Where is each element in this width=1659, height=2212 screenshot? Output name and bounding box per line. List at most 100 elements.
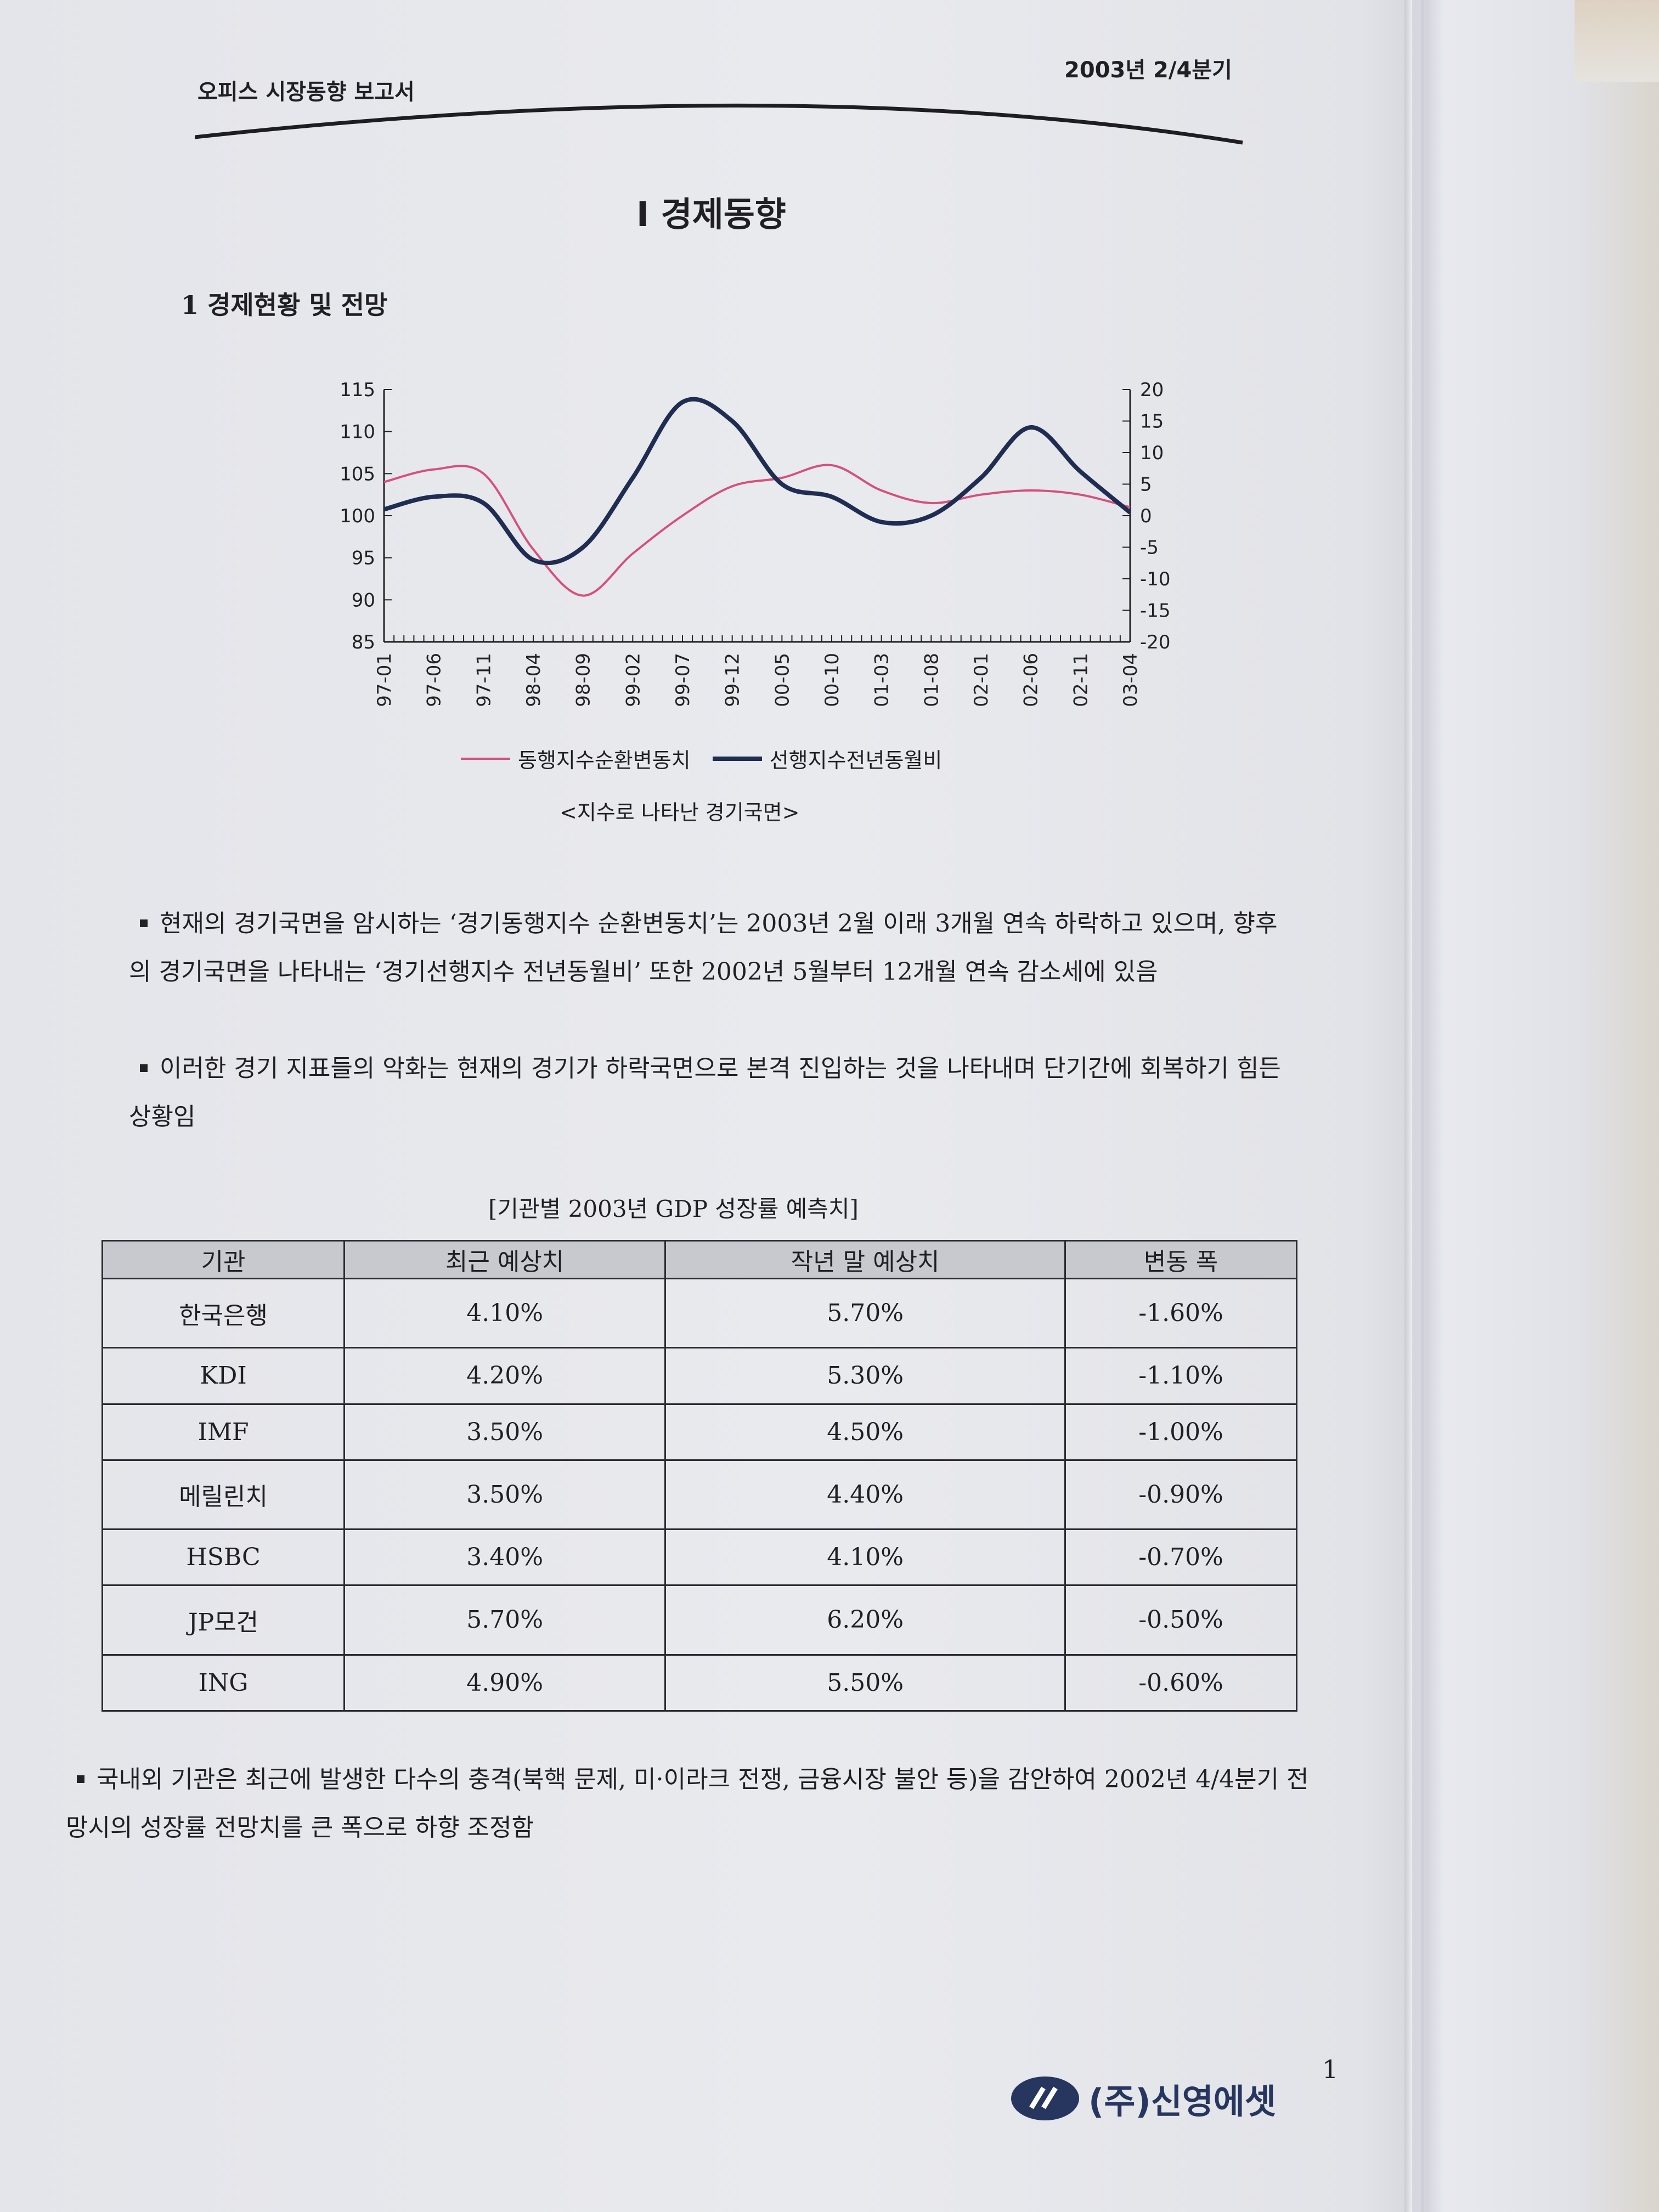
x-tick-label: 98-04 — [523, 653, 545, 707]
legend-label-coincident: 동행지수순환변동치 — [518, 748, 691, 772]
table-title: [기관별 2003년 GDP 성장률 예측치] — [488, 1195, 859, 1222]
cell-change: -1.60% — [1064, 1277, 1297, 1349]
series-line-coincident — [383, 464, 1131, 597]
y-right-tick-label: -15 — [1140, 600, 1171, 622]
y-left-tick-label: 110 — [340, 421, 375, 443]
cell-recent: 4.90% — [343, 1654, 667, 1712]
y-right-tick-label: -20 — [1140, 631, 1171, 653]
cell-change: -0.50% — [1064, 1584, 1297, 1656]
company-logo-icon — [1011, 2076, 1079, 2120]
table-row: 한국은행 4.10% 5.70% -1.60% — [101, 1277, 1297, 1349]
paragraph-3: 국내외 기관은 최근에 발생한 다수의 충격(북핵 문제, 미·이라크 전쟁, … — [66, 1756, 1322, 1852]
economic-index-chart: 11511010510095908520151050-5-10-15-2097-… — [340, 379, 1171, 707]
header-last-year-forecast: 작년 말 예상치 — [664, 1240, 1066, 1279]
y-right-tick-label: 20 — [1140, 379, 1164, 401]
cell-institution: IMF — [101, 1403, 346, 1461]
x-tick-label: 99-02 — [622, 653, 644, 707]
y-right-tick-label: -10 — [1140, 568, 1171, 590]
report-period: 2003년 2/4분기 — [1064, 58, 1232, 83]
table-row: KDI 4.20% 5.30% -1.10% — [101, 1347, 1297, 1405]
cell-recent: 3.50% — [343, 1403, 667, 1461]
cell-last-year: 4.50% — [664, 1403, 1066, 1461]
y-right-tick-label: 15 — [1140, 411, 1164, 433]
cell-change: -0.90% — [1064, 1459, 1297, 1531]
table-row: 메릴린치 3.50% 4.40% -0.90% — [101, 1459, 1297, 1531]
cell-institution: HSBC — [101, 1528, 346, 1587]
y-right-tick-label: 0 — [1140, 505, 1152, 527]
paragraph-1: 현재의 경기국면을 암시하는 ‘경기동행지수 순환변동치’는 2003년 2월 … — [129, 900, 1297, 996]
y-left-tick-label: 100 — [340, 505, 375, 527]
legend-swatch-coincident — [461, 757, 510, 760]
cell-institution: ING — [101, 1654, 346, 1712]
section-title: 1 경제현황 및 전망 — [181, 290, 388, 320]
x-tick-label: 97-01 — [374, 653, 396, 707]
header-institution: 기관 — [101, 1240, 346, 1279]
cell-institution: JP모건 — [101, 1584, 346, 1656]
x-tick-label: 02-06 — [1020, 653, 1042, 707]
x-tick-label: 99-07 — [672, 653, 694, 707]
x-tick-label: 01-03 — [871, 653, 893, 707]
cell-last-year: 6.20% — [664, 1584, 1066, 1656]
y-left-tick-label: 115 — [340, 379, 375, 401]
table-header-row: 기관 최근 예상치 작년 말 예상치 변동 폭 — [101, 1240, 1297, 1279]
bullet-icon — [140, 1064, 148, 1072]
x-tick-label: 00-10 — [821, 653, 843, 707]
y-right-tick-label: 10 — [1140, 442, 1164, 464]
x-tick-label: 03-04 — [1120, 653, 1142, 707]
company-name: (주)신영에셋 — [1088, 2081, 1276, 2121]
chapter-title: I 경제동향 — [636, 194, 786, 234]
table-row: IMF 3.50% 4.50% -1.00% — [101, 1403, 1297, 1461]
chart-caption: <지수로 나타난 경기국면> — [560, 800, 800, 825]
series-line-leading — [383, 397, 1132, 566]
bullet-icon — [77, 1775, 84, 1783]
y-left-tick-label: 95 — [352, 548, 375, 569]
x-tick-label: 02-01 — [970, 653, 992, 707]
gdp-forecast-table: 기관 최근 예상치 작년 말 예상치 변동 폭 한국은행 4.10% 5.70% -1… — [101, 1240, 1297, 1712]
cell-change: -0.70% — [1064, 1528, 1297, 1587]
paragraph-2-text: 이러한 경기 지표들의 악화는 현재의 경기가 하락국면으로 본격 진입하는 것… — [129, 1054, 1281, 1131]
x-tick-label: 02-11 — [1070, 653, 1092, 707]
cell-recent: 3.40% — [343, 1528, 667, 1587]
cell-recent: 5.70% — [343, 1584, 667, 1656]
page-edge — [1404, 0, 1412, 2212]
paragraph-2: 이러한 경기 지표들의 악화는 현재의 경기가 하락국면으로 본격 진입하는 것… — [129, 1045, 1297, 1141]
cell-change: -0.60% — [1064, 1654, 1297, 1712]
table-row: ING 4.90% 5.50% -0.60% — [101, 1654, 1297, 1712]
page-number: 1 — [1322, 2055, 1339, 2084]
cell-change: -1.10% — [1064, 1347, 1297, 1405]
y-right-tick-label: 5 — [1140, 474, 1152, 496]
header-rule — [195, 103, 1243, 145]
cell-institution: 메릴린치 — [101, 1459, 346, 1531]
y-left-tick-label: 105 — [340, 463, 375, 485]
x-tick-label: 99-12 — [722, 653, 744, 707]
legend-label-leading: 선행지수전년동월비 — [769, 748, 943, 772]
header-recent-forecast: 최근 예상치 — [343, 1240, 667, 1279]
x-tick-label: 00-05 — [771, 653, 793, 707]
company-logo: (주)신영에셋 — [1009, 2074, 1276, 2123]
cell-last-year: 5.50% — [664, 1654, 1066, 1712]
x-tick-label: 98-09 — [573, 653, 595, 707]
report-title: 오피스 시장동향 보고서 — [198, 80, 415, 105]
table-row: JP모건 5.70% 6.20% -0.50% — [101, 1584, 1297, 1656]
cell-recent: 4.10% — [343, 1277, 667, 1349]
cell-institution: KDI — [101, 1347, 346, 1405]
cell-last-year: 5.30% — [664, 1347, 1066, 1405]
cell-last-year: 5.70% — [664, 1277, 1066, 1349]
cell-change: -1.00% — [1064, 1403, 1297, 1461]
x-tick-label: 97-06 — [424, 653, 445, 707]
cell-institution: 한국은행 — [101, 1277, 346, 1349]
x-tick-label: 01-08 — [921, 653, 943, 707]
page-edge-secondary — [1421, 0, 1424, 2212]
cell-last-year: 4.10% — [664, 1528, 1066, 1587]
paragraph-1-text: 현재의 경기국면을 암시하는 ‘경기동행지수 순환변동치’는 2003년 2월 … — [129, 910, 1278, 986]
background-corner — [1575, 0, 1659, 82]
y-left-tick-label: 85 — [352, 631, 375, 653]
header-change: 변동 폭 — [1064, 1240, 1297, 1279]
cell-recent: 4.20% — [343, 1347, 667, 1405]
legend-swatch-leading — [712, 756, 762, 761]
table-row: HSBC 3.40% 4.10% -0.70% — [101, 1528, 1297, 1587]
y-right-tick-label: -5 — [1140, 537, 1159, 559]
y-left-tick-label: 90 — [352, 589, 375, 611]
bullet-icon — [140, 919, 148, 927]
cell-last-year: 4.40% — [664, 1459, 1066, 1531]
